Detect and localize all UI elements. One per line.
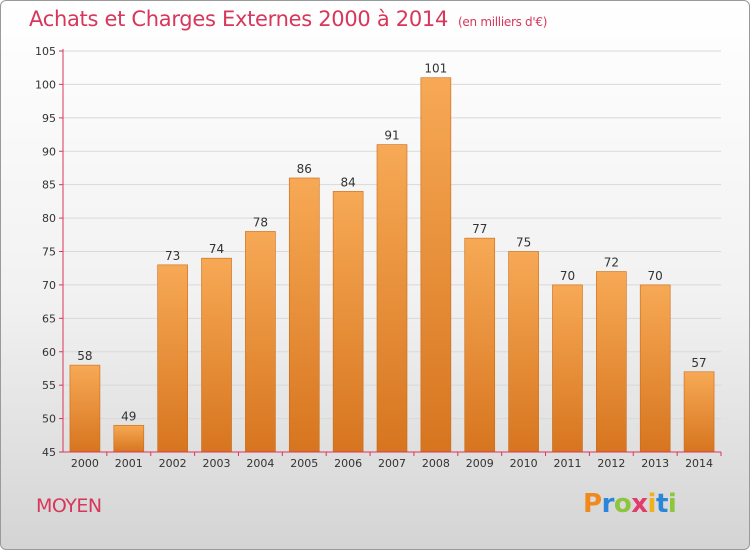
value-labels: 58 49 73 74 78 86 84 91 101 77 75 70 72 70 57: [77, 62, 706, 424]
y-tick-label: 90: [42, 145, 56, 158]
value-label: 78: [253, 215, 268, 229]
y-tick-label: 70: [42, 279, 56, 292]
x-tick-labels: 2000 2001 2002 2003 2004 2005 2006 2007 2008 2009…: [71, 452, 722, 470]
y-tick-label: 100: [35, 78, 56, 91]
bar: [113, 424, 145, 453]
chart-title-text: Achats et Charges Externes 2000 à 2014: [29, 7, 449, 31]
y-tick-label: 95: [42, 112, 56, 125]
x-tick-label: 2014: [685, 457, 713, 470]
y-tick-label: 105: [35, 45, 56, 58]
x-tick-label: 2000: [71, 457, 99, 470]
logo-letter: P: [583, 489, 602, 519]
logo-letter: t: [655, 489, 668, 519]
chart-title: Achats et Charges Externes 2000 à 2014 (e…: [29, 7, 547, 31]
logo-letter: x: [631, 489, 648, 519]
x-tick-label: 2004: [246, 457, 274, 470]
value-label: 57: [691, 356, 706, 370]
value-label: 70: [560, 269, 575, 283]
proxiti-logo: Proxiti: [583, 489, 677, 519]
y-tick-label: 45: [42, 446, 56, 459]
value-label: 73: [165, 249, 180, 263]
chart-subtitle: (en milliers d'€): [458, 15, 548, 29]
x-tick-label: 2002: [159, 457, 187, 470]
value-label: 84: [340, 175, 355, 189]
x-tick-label: 2013: [641, 457, 669, 470]
value-label: 49: [121, 409, 136, 423]
logo-letter: i: [667, 489, 677, 519]
bar: [376, 144, 408, 453]
y-tick-label: 75: [42, 246, 56, 259]
bar: [552, 284, 583, 453]
bar: [69, 364, 101, 453]
bar: [245, 231, 276, 453]
value-label: 75: [516, 236, 531, 250]
value-label: 91: [384, 129, 399, 143]
y-tick-label: 60: [42, 346, 56, 359]
bar: [201, 257, 232, 453]
x-tick-label: 2003: [203, 457, 231, 470]
bar: [464, 237, 496, 453]
y-tick-label: 55: [42, 379, 56, 392]
x-tick-label: 2007: [378, 457, 406, 470]
bar: [157, 264, 188, 453]
y-tick-label: 85: [42, 179, 56, 192]
bar: [420, 77, 452, 453]
value-label: 58: [77, 349, 92, 363]
x-tick-label: 2006: [334, 457, 362, 470]
value-label: 86: [297, 162, 312, 176]
logo-letter: r: [601, 489, 615, 519]
bar: [596, 271, 627, 453]
value-label: 101: [424, 62, 447, 76]
logo-letter: i: [647, 489, 657, 519]
y-tick-label: 80: [42, 212, 56, 225]
commune-label: MOYEN: [36, 495, 102, 517]
logo-letter: o: [613, 489, 632, 519]
x-tick-label: 2011: [553, 457, 581, 470]
bar: [508, 251, 539, 453]
y-tick-labels: 45 50 55 60 65 70 75 80 85 90 95 100 105: [35, 45, 63, 459]
x-tick-label: 2008: [422, 457, 450, 470]
bar: [639, 284, 671, 453]
x-tick-label: 2009: [466, 457, 494, 470]
axes: [62, 49, 721, 453]
value-label: 77: [472, 222, 487, 236]
bar: [683, 371, 715, 453]
value-label: 70: [648, 269, 663, 283]
y-tick-label: 50: [42, 413, 56, 426]
bar: [288, 177, 320, 453]
x-tick-label: 2001: [115, 457, 143, 470]
value-label: 72: [604, 256, 619, 270]
x-tick-label: 2010: [510, 457, 538, 470]
value-label: 74: [209, 242, 224, 256]
x-tick-label: 2012: [597, 457, 625, 470]
bar: [332, 191, 364, 453]
bars: [69, 77, 715, 453]
x-tick-label: 2005: [290, 457, 318, 470]
y-tick-label: 65: [42, 312, 56, 325]
